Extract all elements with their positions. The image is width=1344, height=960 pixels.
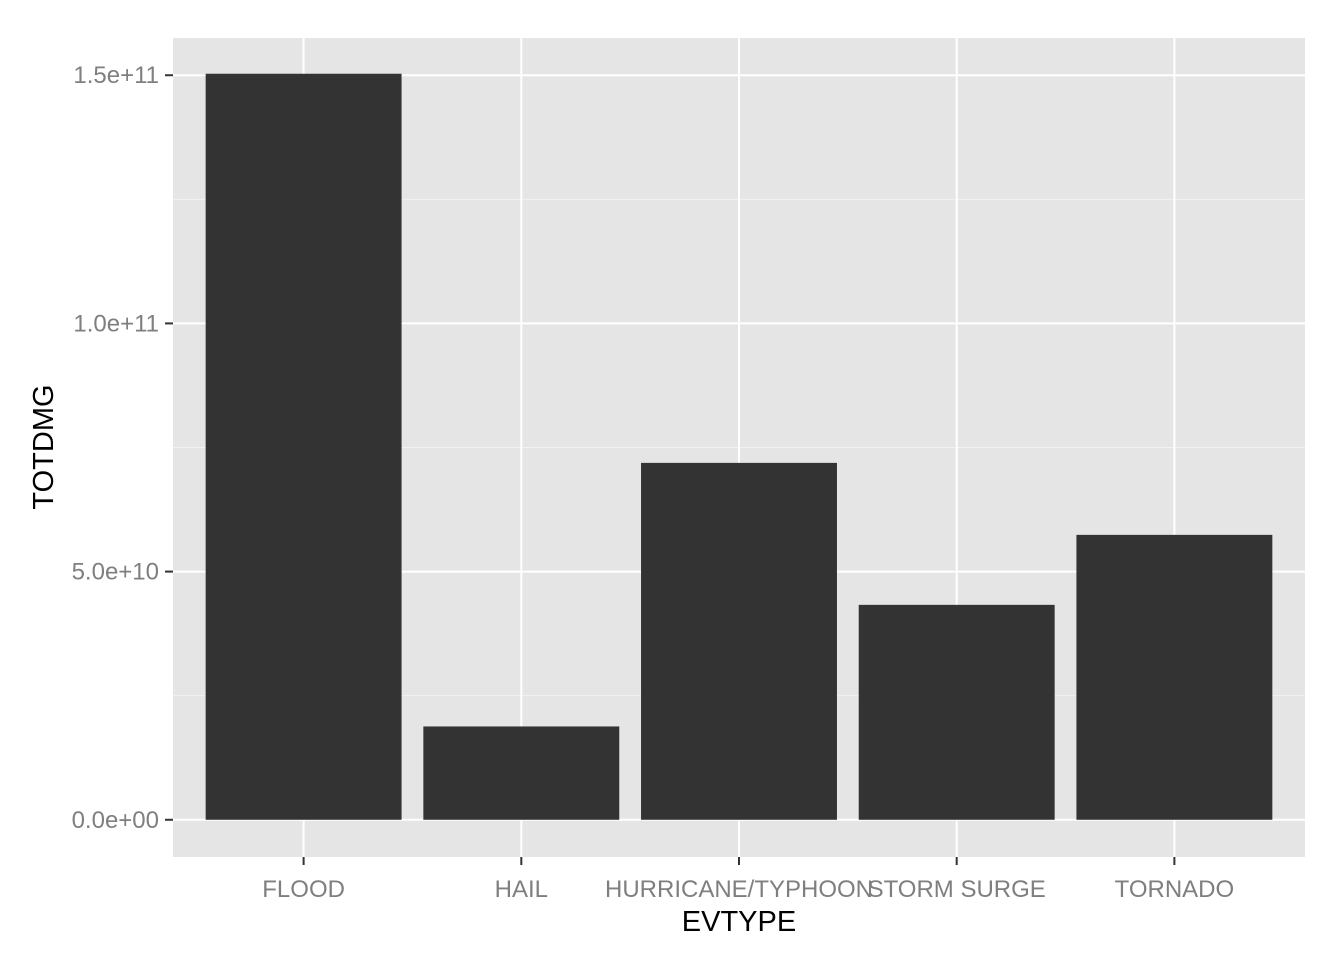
y-tick-label: 0.0e+00 (72, 807, 159, 834)
bar-hail (423, 726, 620, 820)
x-tick-label: HAIL (495, 876, 548, 903)
bars (205, 73, 1273, 820)
x-tick-label: FLOOD (262, 876, 345, 903)
y-axis-title: TOTDMG (28, 384, 60, 509)
bar-hurricane-typhoon (641, 462, 837, 820)
y-tick-label: 5.0e+10 (72, 559, 159, 586)
x-tick-label: STORM SURGE (868, 876, 1046, 903)
y-tick-label: 1.5e+11 (73, 62, 159, 89)
x-tick-label: TORNADO (1115, 876, 1235, 903)
x-axis-title: EVTYPE (682, 906, 796, 938)
y-axis-ticks: 0.0e+00 5.0e+10 1.0e+11 1.5e+11 (72, 62, 173, 834)
bar-flood (205, 73, 402, 820)
bar-storm-surge (858, 604, 1055, 820)
y-tick-label: 1.0e+11 (73, 310, 159, 337)
x-tick-label: HURRICANE/TYPHOON (605, 876, 873, 903)
bar-tornado (1076, 534, 1273, 820)
